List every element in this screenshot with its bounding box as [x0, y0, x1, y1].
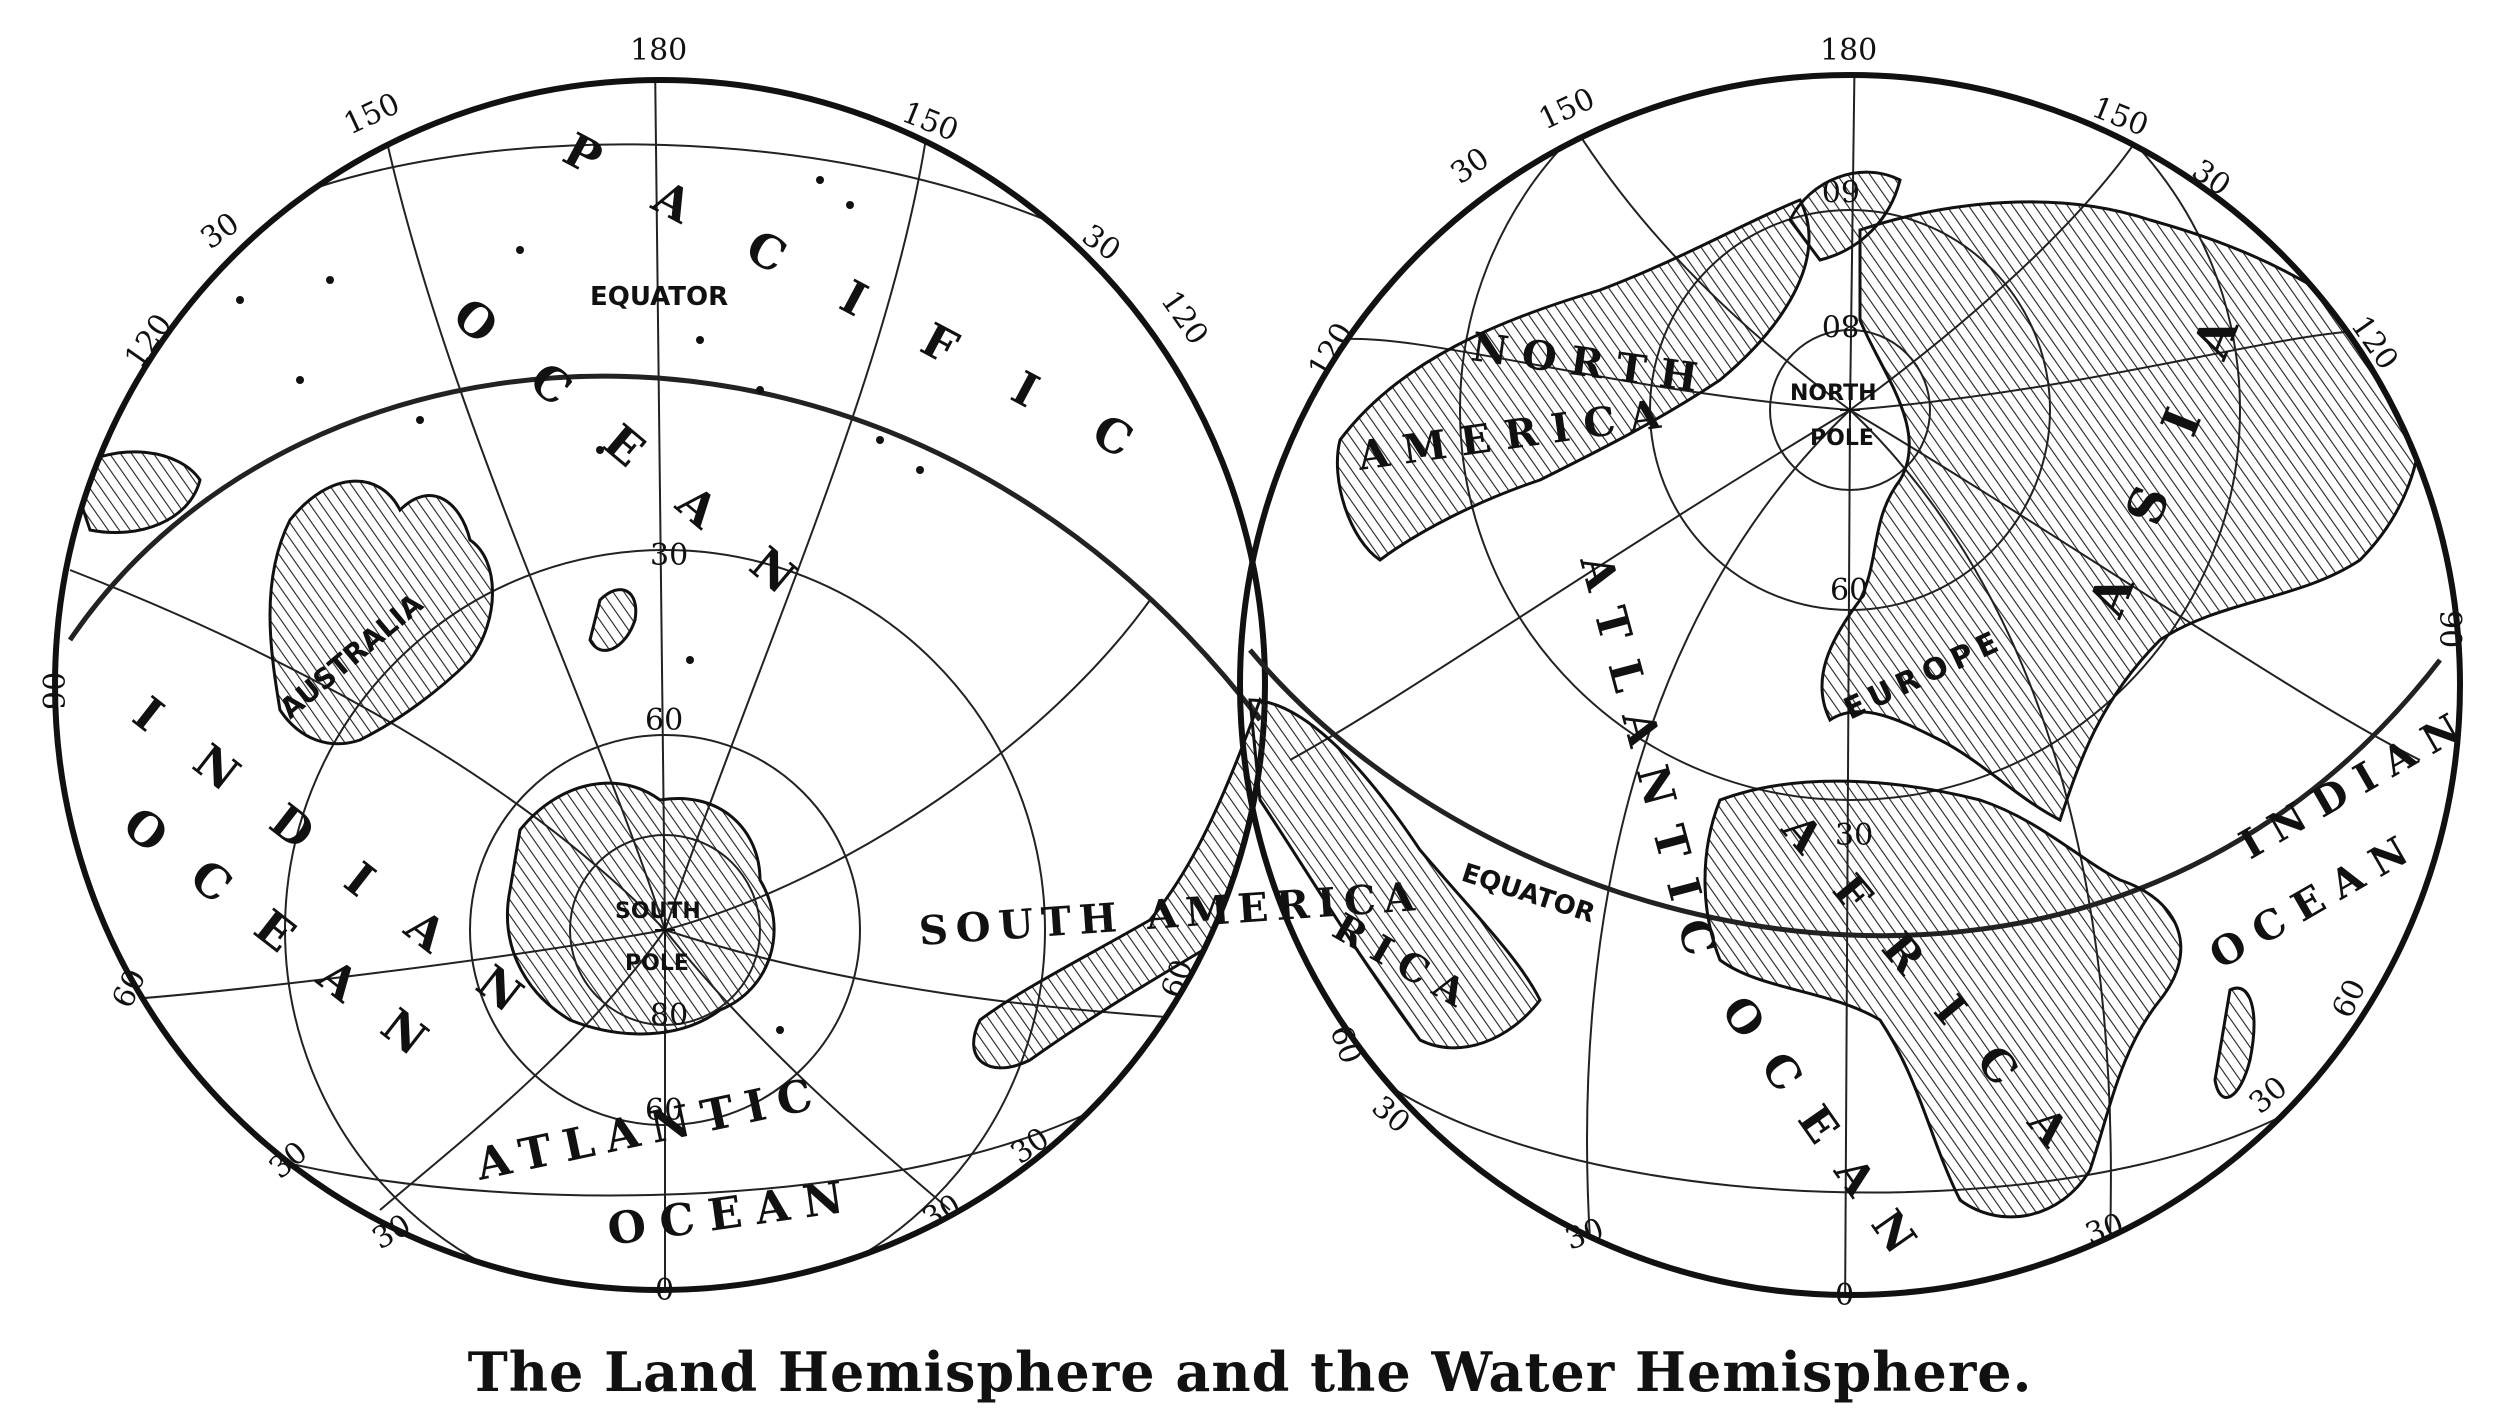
lat-60-mid: 60 [1830, 573, 1868, 608]
left-labels: PACIFIC OCEAN INDIAN OCEAN ATLANTIC OCEA… [38, 33, 1424, 1308]
rim-0: 0 [655, 1273, 674, 1308]
label-north-pole-1: NORTH [1790, 381, 1877, 406]
rim-180-right: 180 [1820, 33, 1877, 68]
rim-30-right-d: 30 [1561, 1212, 1609, 1258]
australia-landmass [268, 479, 494, 746]
label-pacific-ocean: OCEAN [443, 287, 853, 643]
north-america-landmass [1335, 198, 1811, 562]
rim-30-right: 30 [1075, 218, 1126, 269]
left-graticule [67, 80, 1262, 1290]
rim-90-right: 90 [2432, 610, 2467, 648]
lat-80: 80 [650, 998, 688, 1033]
left-land [68, 450, 1265, 1070]
lat-30-mid: 30 [1835, 818, 1873, 853]
madagascar-landmass [2213, 986, 2256, 1099]
new-zealand-landmass [588, 588, 638, 652]
rim-120-right-a: 120 [1302, 317, 1361, 384]
rim-60-right-b: 60 [2326, 974, 2374, 1023]
east-indies-landmass [68, 450, 202, 535]
lat-30: 30 [650, 538, 688, 573]
rim-0-right: 0 [1835, 1278, 1854, 1313]
rim-150-left: 150 [339, 86, 406, 142]
rim-60-right-a: 60 [1322, 1021, 1368, 1069]
land-hemisphere-left: PACIFIC OCEAN INDIAN OCEAN ATLANTIC OCEA… [38, 33, 1424, 1308]
rim-180: 180 [630, 33, 687, 68]
rim-150-right: 150 [897, 95, 963, 149]
pacific-islands [236, 176, 924, 1034]
antarctica-landmass [506, 781, 776, 1036]
lat-60: 60 [645, 703, 683, 738]
rim-120-right: 120 [1153, 285, 1215, 352]
rim-150-right-a: 150 [1534, 81, 1601, 137]
label-south-pole-2: POLE [625, 951, 689, 976]
africa-landmass [1703, 779, 2183, 1219]
greenland-landmass [1788, 170, 1902, 262]
label-indian-right: INDIAN [2232, 698, 2481, 869]
label-south-pole-1: SOUTH [615, 899, 701, 924]
rim-90-left: 90 [38, 672, 73, 710]
pole-markers [655, 400, 1860, 940]
lat-60-top: 60 [1822, 172, 1860, 207]
right-land [1248, 170, 2424, 1219]
rim-30-lower-right: 30 [1005, 1121, 1056, 1172]
label-atlantic-ocean: OCEAN [604, 1170, 860, 1255]
lat-60-lower: 60 [645, 1093, 683, 1128]
left-hemisphere-outline [52, 77, 1268, 1293]
rim-150-right-b: 150 [2087, 90, 2153, 144]
rim-120-left: 120 [118, 308, 180, 375]
lat-80-top: 80 [1822, 307, 1860, 342]
right-hemisphere-outline [1237, 72, 2463, 1298]
south-america-right-landmass [1248, 698, 1542, 1050]
rim-30-right-b: 30 [2185, 153, 2236, 204]
europe-asia-landmass [1820, 200, 2424, 823]
label-equator-left: EQUATOR [590, 282, 728, 312]
map-caption: The Land Hemisphere and the Water Hemisp… [467, 1340, 2033, 1404]
water-hemisphere-right: NORTH AMERICA EUROPE ASIA AFRICA RICA AT… [1237, 33, 2481, 1313]
label-north-pole-2: POLE [1810, 426, 1874, 451]
label-atlantic-right: ATLANTIC [1569, 549, 1731, 982]
rim-30-right-a: 30 [1445, 141, 1496, 192]
